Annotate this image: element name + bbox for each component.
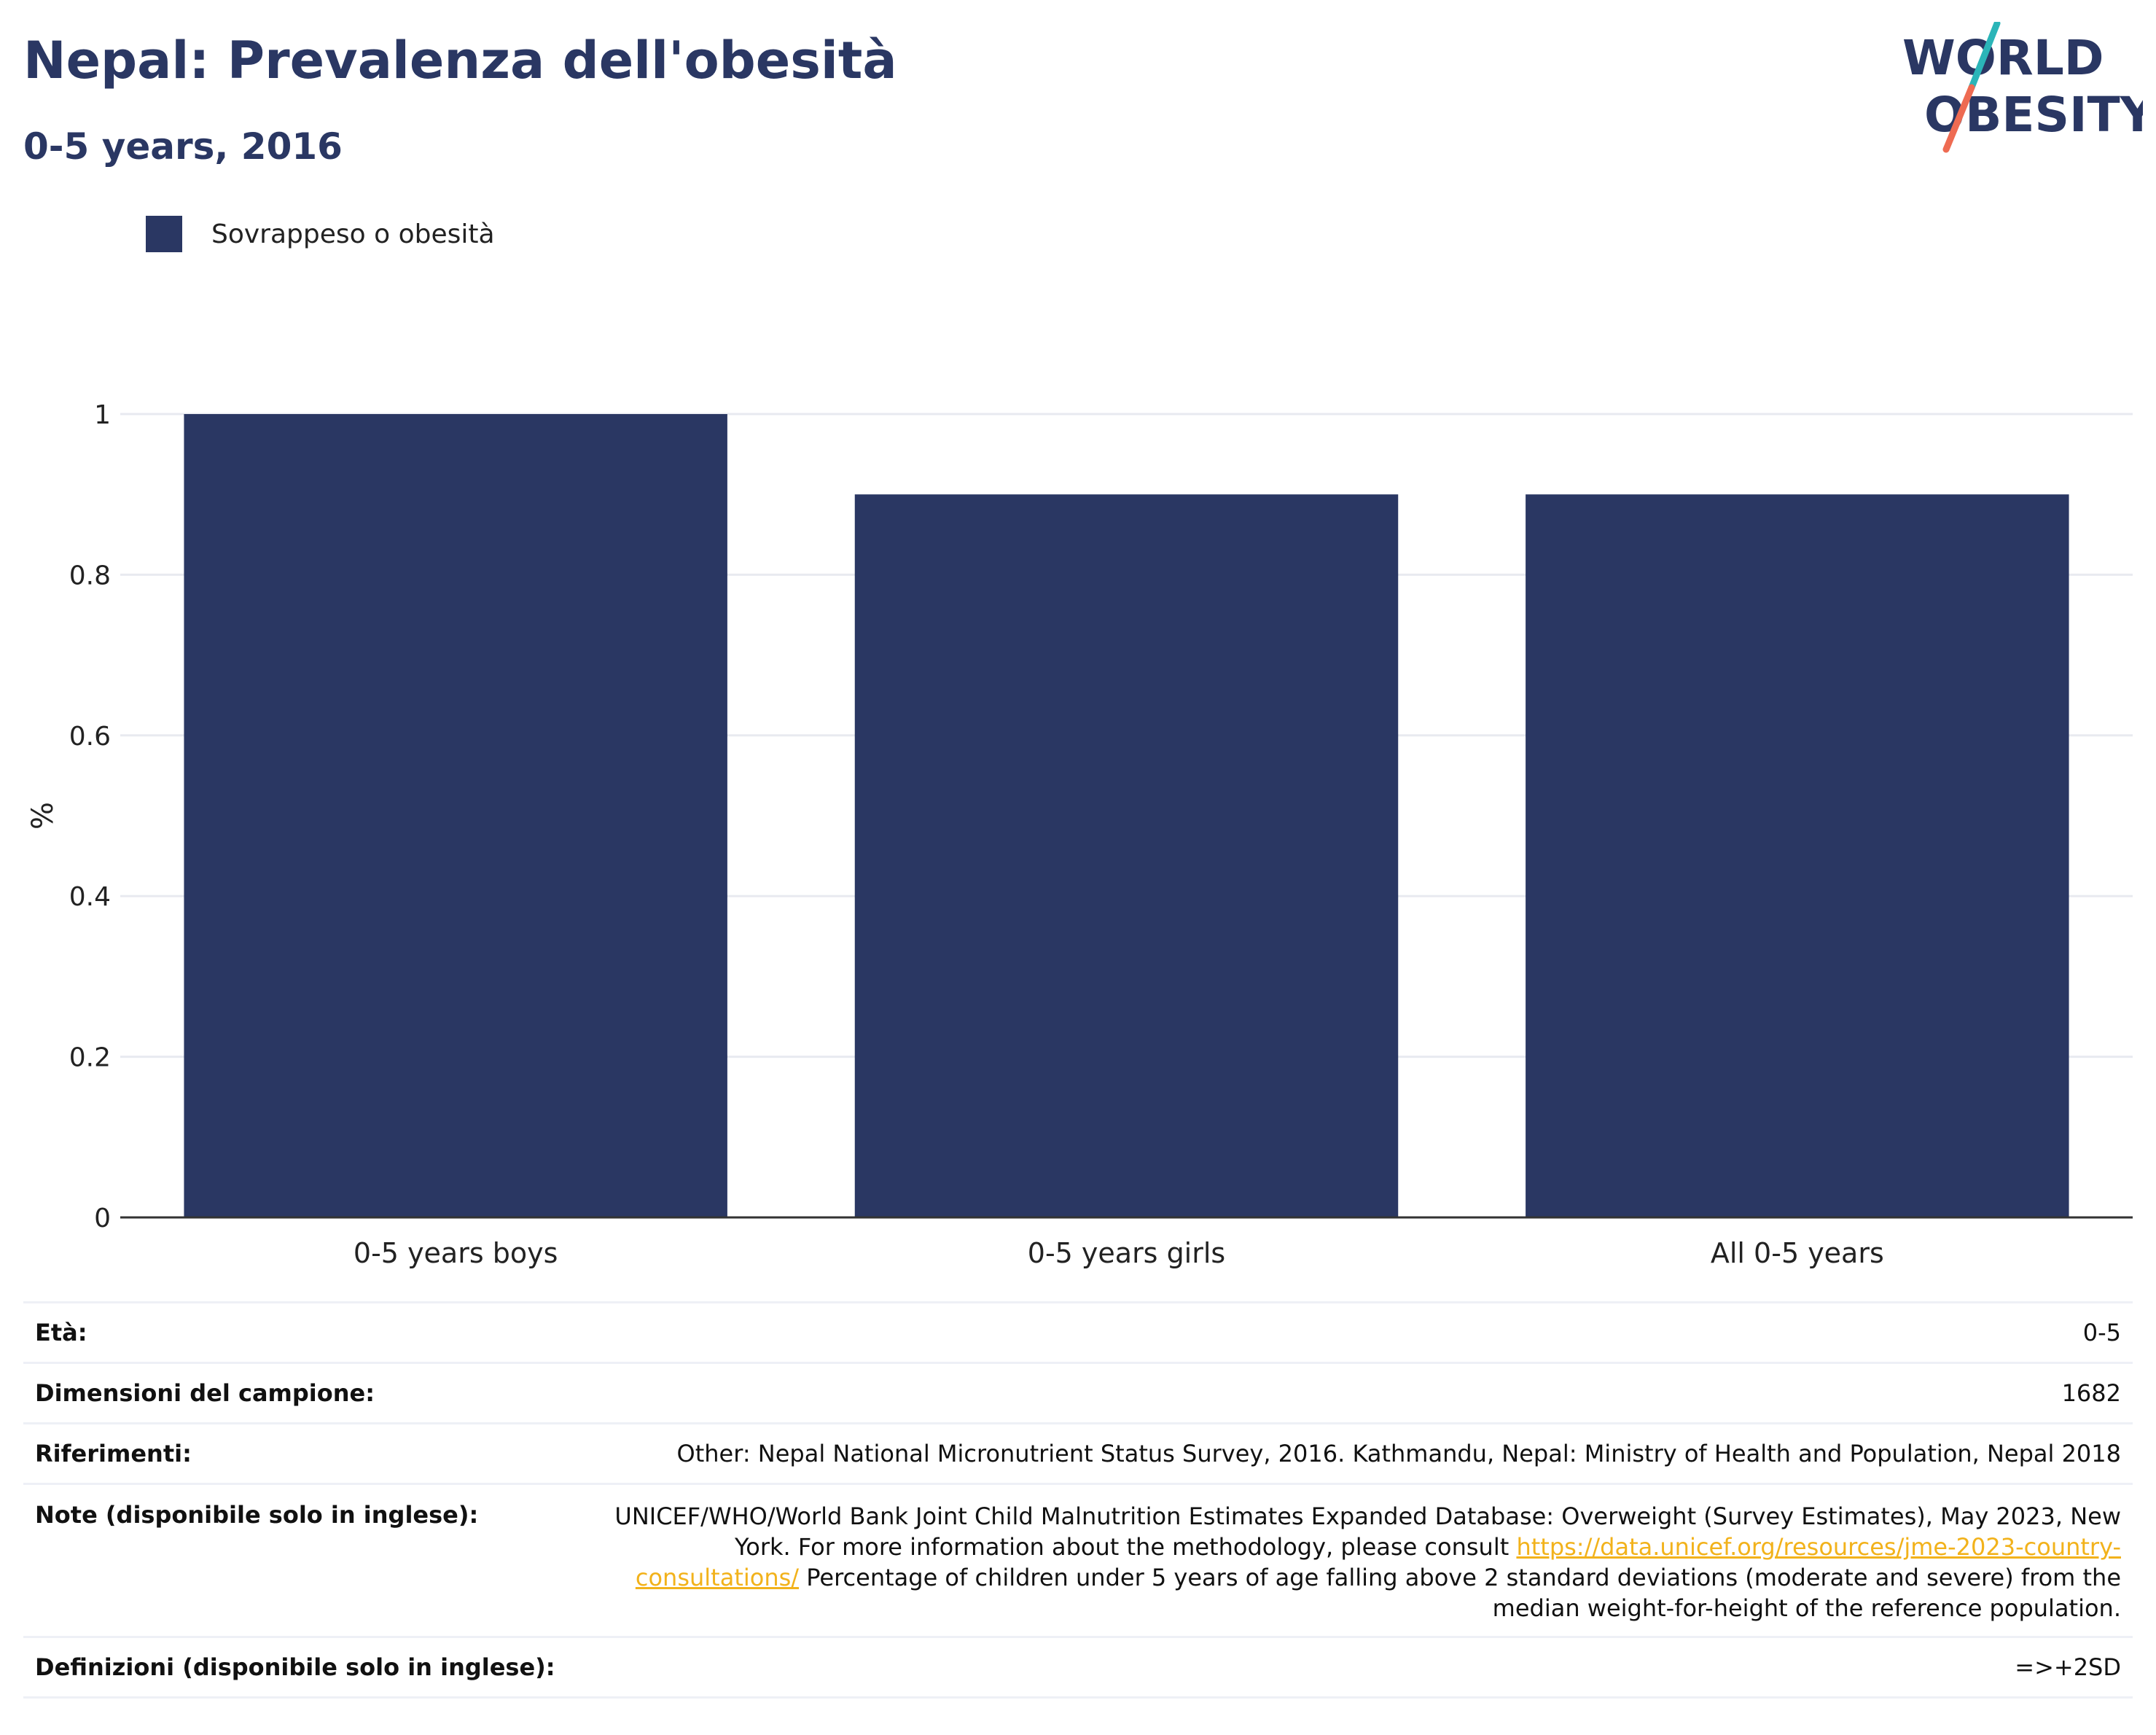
chart-subtitle: 0-5 years, 2016 [23, 125, 343, 168]
notes-text-2: Percentage of children under 5 years of … [799, 1564, 2121, 1622]
info-value-sample: 1682 [2061, 1379, 2121, 1407]
notes-text-1: UNICEF/WHO/World Bank Joint Child Malnut… [614, 1502, 2121, 1561]
chart-title: Nepal: Prevalenza dell'obesità [23, 31, 897, 90]
y-tick-label: 0.2 [69, 1043, 111, 1073]
bar [184, 414, 727, 1217]
info-row-references: Riferimenti: Other: Nepal National Micro… [23, 1422, 2133, 1483]
bar [854, 494, 1399, 1217]
bar-chart: 0 0.2 0.4 0.6 0.8 1% 0-5 years boys 0-5 years g… [26, 400, 2133, 1269]
logo-slash-top [1968, 22, 2001, 91]
info-value-age: 0-5 [2082, 1319, 2121, 1346]
info-row-sample: Dimensioni del campione: 1682 [23, 1362, 2133, 1422]
info-label-age: Età: [35, 1319, 87, 1346]
x-tick-label: 0-5 years boys [354, 1237, 558, 1269]
info-label-definitions: Definizioni (disponibile solo in inglese… [35, 1653, 555, 1681]
legend-swatch [146, 216, 182, 252]
notes-link[interactable]: https://data.unicef.org/resources/jme-20… [635, 1533, 2121, 1591]
y-tick-label: 0.8 [69, 561, 111, 590]
info-label-references: Riferimenti: [35, 1440, 192, 1467]
info-value-definitions: =>+2SD [2015, 1653, 2121, 1681]
info-row-age: Età: 0-5 [23, 1301, 2133, 1362]
world-obesity-logo: WORLD OBESITY [1902, 22, 2143, 153]
info-table: Età: 0-5 Dimensioni del campione: 1682 R… [23, 1301, 2133, 1699]
info-row-notes: Note (disponibile solo in inglese): UNIC… [23, 1483, 2133, 1636]
x-tick-label: 0-5 years girls [1028, 1237, 1225, 1269]
y-axis-label: % [26, 802, 60, 830]
info-value-references: Other: Nepal National Micronutrient Stat… [676, 1440, 2121, 1467]
info-label-notes: Note (disponibile solo in inglese): [35, 1501, 479, 1529]
legend: Sovrappeso o obesità [146, 216, 495, 252]
logo-line-1: WORLD [1902, 30, 2104, 86]
x-tick-label: All 0-5 years [1711, 1237, 1884, 1269]
y-tick-label: 0.6 [69, 722, 111, 752]
y-tick-label: 1 [94, 400, 111, 430]
legend-label: Sovrappeso o obesità [211, 219, 495, 249]
y-tick-label: 0.4 [69, 882, 111, 912]
info-row-definitions: Definizioni (disponibile solo in inglese… [23, 1636, 2133, 1699]
y-tick-label: 0 [94, 1204, 111, 1233]
info-label-sample: Dimensioni del campione: [35, 1379, 375, 1407]
bar [1526, 494, 2069, 1217]
logo-slash-bottom [1942, 84, 1975, 153]
info-value-notes: UNICEF/WHO/World Bank Joint Child Malnut… [605, 1501, 2121, 1636]
